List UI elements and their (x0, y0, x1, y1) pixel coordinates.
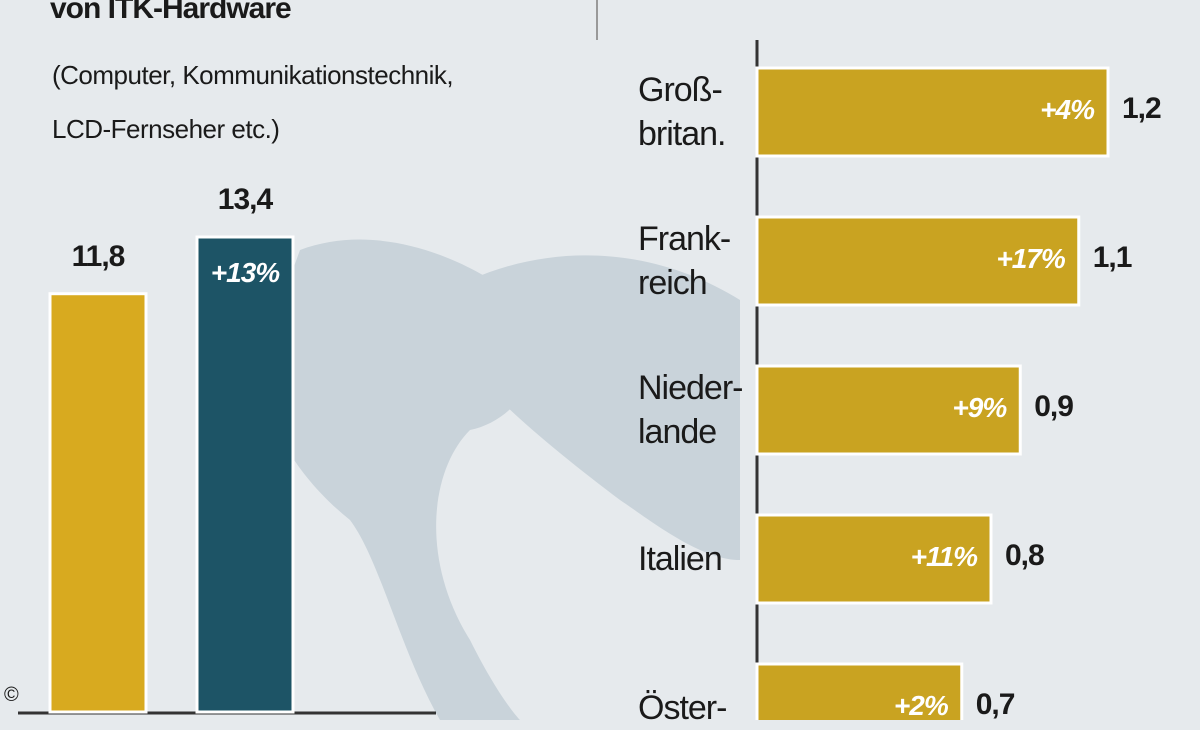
bar (755, 66, 1110, 158)
category-label: Frank- reich (638, 220, 731, 302)
category-label: Groß- britan. (638, 71, 726, 153)
map-shape (470, 255, 740, 560)
bar (755, 662, 964, 720)
value-label: 1,1 (1092, 241, 1133, 274)
value-label: 13,4 (217, 183, 273, 216)
change-label: +13% (210, 257, 280, 288)
value-label: 0,8 (1005, 539, 1045, 572)
bar (48, 292, 148, 714)
change-label: +2% (893, 690, 949, 721)
chart-title: von ITK-Hardware (50, 0, 292, 25)
bar (755, 364, 1022, 456)
category-label: Öster- (638, 689, 727, 727)
bar (195, 235, 295, 714)
change-label: +9% (952, 392, 1007, 423)
category-label: Italien (638, 540, 723, 578)
value-label: 1,2 (1122, 92, 1162, 125)
change-label: +17% (996, 243, 1065, 274)
value-label: 11,8 (71, 239, 126, 273)
value-label: 0,9 (1034, 390, 1074, 423)
map-shape (260, 239, 537, 720)
value-label: 0,7 (975, 688, 1016, 721)
change-label: +11% (910, 541, 978, 572)
subtitle: (Computer, Kommunikationstechnik, (52, 60, 454, 90)
copyright: © (4, 684, 19, 706)
change-label: +4% (1040, 94, 1095, 125)
bar (755, 513, 993, 605)
subtitle: LCD-Fernseher etc.) (52, 114, 280, 144)
bar (755, 215, 1081, 307)
category-label: Nieder- lande (638, 369, 743, 451)
